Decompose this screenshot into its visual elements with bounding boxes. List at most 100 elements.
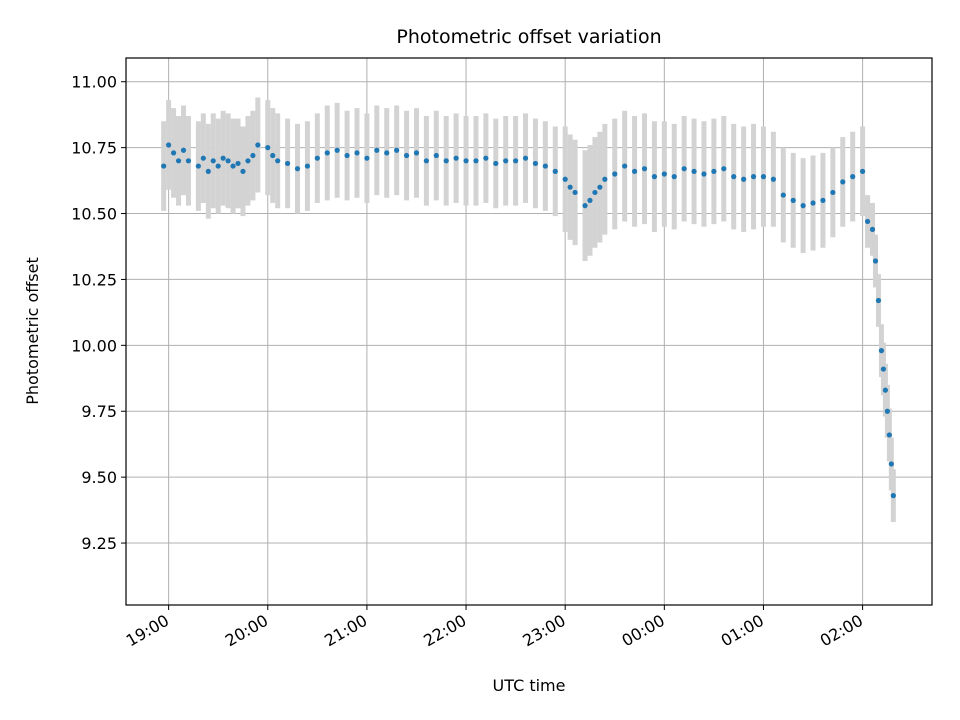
- data-point: [493, 160, 499, 167]
- data-point: [886, 432, 892, 438]
- data-point: [413, 150, 420, 156]
- data-point: [820, 197, 826, 203]
- data-point: [503, 158, 509, 164]
- data-point: [324, 150, 330, 156]
- data-point: [532, 160, 539, 167]
- data-point: [741, 176, 747, 182]
- data-point: [810, 200, 816, 206]
- data-point: [840, 179, 846, 185]
- data-point: [403, 152, 410, 159]
- data-point: [210, 158, 216, 164]
- data-point: [562, 176, 568, 182]
- y-tick-label: 9.50: [81, 468, 117, 487]
- data-point: [483, 155, 489, 161]
- chart-title: Photometric offset variation: [396, 26, 661, 48]
- data-point: [860, 168, 866, 174]
- data-point: [200, 155, 206, 161]
- y-axis-label: Photometric offset: [23, 257, 42, 405]
- data-point: [294, 166, 301, 172]
- data-point: [542, 163, 548, 169]
- data-point: [245, 158, 251, 164]
- data-point: [265, 145, 271, 151]
- plot-frame: [125, 57, 933, 606]
- data-point: [334, 147, 340, 153]
- point-layer: [161, 142, 896, 499]
- data-point: [711, 168, 717, 174]
- data-point: [731, 174, 737, 180]
- data-point: [800, 203, 806, 209]
- data-point: [473, 158, 479, 164]
- data-point: [225, 158, 231, 164]
- data-point: [750, 174, 757, 180]
- data-point: [205, 168, 211, 174]
- data-point: [354, 150, 360, 156]
- data-point: [161, 163, 167, 169]
- data-point: [175, 158, 182, 164]
- data-point: [215, 163, 221, 169]
- data-point: [701, 171, 707, 177]
- data-point: [597, 184, 603, 190]
- data-point: [641, 166, 648, 172]
- y-tick-label: 10.25: [71, 270, 117, 289]
- data-point: [760, 174, 767, 180]
- data-point: [661, 171, 667, 177]
- data-point: [622, 163, 628, 169]
- y-tick-label: 10.75: [71, 139, 117, 158]
- data-point: [364, 155, 370, 161]
- y-tick-label: 9.25: [81, 534, 117, 553]
- data-point: [513, 158, 519, 164]
- data-point: [651, 174, 658, 180]
- data-point: [780, 192, 786, 198]
- data-point: [878, 348, 885, 354]
- data-point: [423, 158, 429, 164]
- data-point: [394, 147, 400, 153]
- data-point: [875, 297, 882, 304]
- data-point: [270, 152, 276, 159]
- data-point: [681, 166, 687, 172]
- data-point: [374, 147, 380, 153]
- data-point: [890, 493, 896, 499]
- data-point: [880, 366, 887, 372]
- data-point: [850, 174, 856, 180]
- data-point: [522, 155, 529, 161]
- data-point: [582, 203, 588, 209]
- y-tick-label: 11.00: [71, 73, 117, 92]
- data-point: [587, 197, 593, 203]
- data-point: [284, 160, 291, 167]
- data-point: [433, 152, 439, 159]
- data-point: [869, 226, 876, 232]
- data-point: [314, 155, 320, 161]
- y-tick-label: 9.75: [81, 402, 117, 421]
- x-axis-label: UTC time: [493, 676, 566, 695]
- data-point: [671, 174, 677, 180]
- data-point: [864, 218, 871, 225]
- data-point: [344, 152, 350, 159]
- data-point: [220, 155, 226, 161]
- data-point: [884, 408, 890, 414]
- data-point: [830, 189, 836, 196]
- data-point: [443, 158, 449, 164]
- data-point: [567, 184, 573, 190]
- data-point: [230, 163, 236, 169]
- data-point: [790, 197, 796, 203]
- data-point: [552, 168, 558, 174]
- data-point: [304, 163, 311, 169]
- data-point: [185, 158, 192, 164]
- data-point: [195, 163, 201, 169]
- data-point: [166, 142, 172, 148]
- data-point: [721, 166, 727, 172]
- data-point: [612, 171, 618, 177]
- data-point: [384, 150, 390, 156]
- data-point: [882, 387, 889, 393]
- data-point: [572, 189, 578, 196]
- data-point: [255, 142, 261, 148]
- data-point: [602, 176, 608, 182]
- data-point: [170, 150, 177, 156]
- data-point: [453, 155, 459, 161]
- data-point: [872, 258, 879, 264]
- data-point: [180, 147, 187, 153]
- data-point: [592, 189, 598, 196]
- data-point: [463, 158, 469, 164]
